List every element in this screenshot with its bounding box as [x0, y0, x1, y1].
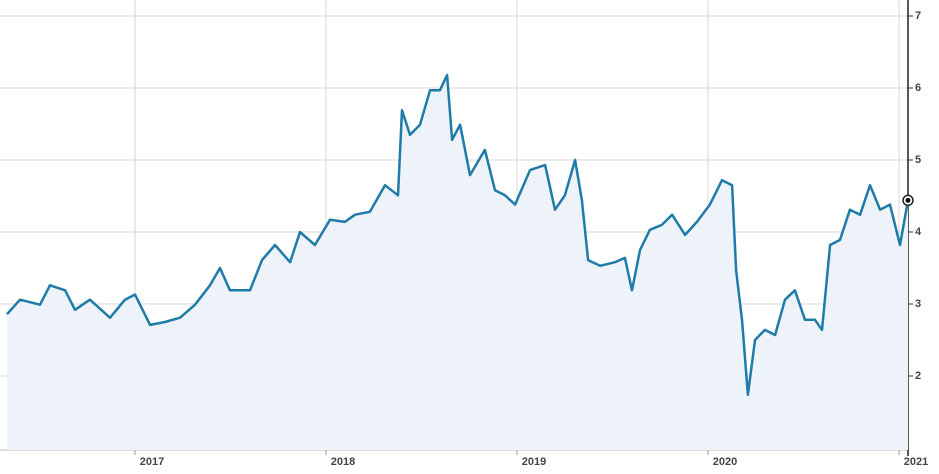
x-tick-label: 2017: [140, 456, 164, 468]
x-tick-label: 2019: [522, 456, 546, 468]
area: [7, 75, 908, 450]
y-tick-label: 4: [915, 226, 922, 238]
x-tick-label: 2020: [713, 456, 737, 468]
y-tick-label: 5: [915, 154, 921, 166]
y-tick-label: 2: [915, 370, 921, 382]
y-tick-label: 7: [915, 10, 921, 22]
y-tick-label: 6: [915, 82, 921, 94]
y-tick-label: 3: [915, 298, 921, 310]
price-line: [6, 73, 910, 396]
x-tick-label: 2021: [904, 456, 928, 468]
last-point-dot: [905, 197, 911, 203]
x-tick-label: 2018: [331, 456, 355, 468]
